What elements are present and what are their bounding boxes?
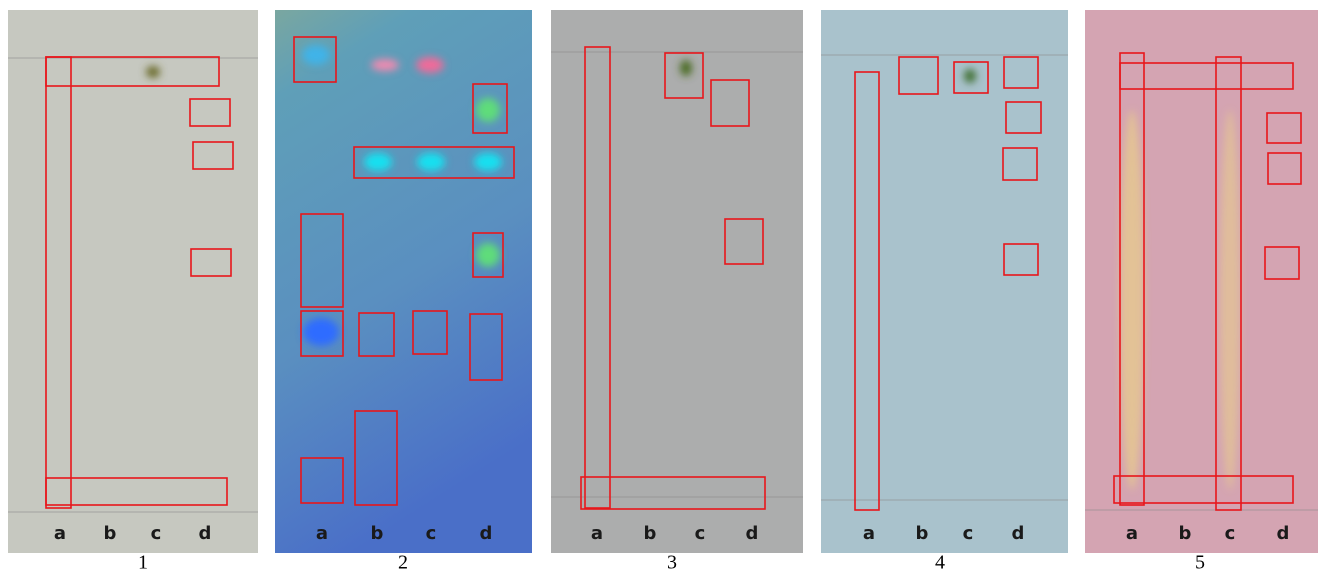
panel-number: 4: [935, 552, 945, 574]
lane-label: a: [316, 523, 328, 544]
lane-label: c: [426, 523, 437, 544]
plate: [275, 10, 532, 553]
panel-number: 3: [667, 552, 677, 574]
plate: [821, 10, 1068, 553]
lane-label: b: [916, 523, 929, 544]
lane-label: a: [863, 523, 875, 544]
lane-label: c: [963, 523, 974, 544]
lane-label: c: [151, 523, 162, 544]
panel-number: 5: [1195, 552, 1205, 574]
lane-label: b: [1179, 523, 1192, 544]
lane-label: a: [1126, 523, 1138, 544]
lane-label: d: [199, 523, 212, 544]
panel-number: 2: [398, 552, 408, 574]
figure: a b c d 1 a b c d 2 a b c d 3 a b c d 4 a b c d 5: [0, 0, 1325, 574]
lane-label: d: [746, 523, 759, 544]
lane-label: d: [480, 523, 493, 544]
page: {"panels": [ {"number": "1", "lanes": ["…: [0, 0, 1325, 574]
lane-label: c: [695, 523, 706, 544]
plate: [551, 10, 803, 553]
lane-label: a: [591, 523, 603, 544]
lane-label: c: [1225, 523, 1236, 544]
lane-label: b: [104, 523, 117, 544]
lane-label: a: [54, 523, 66, 544]
panel-number: 1: [138, 552, 148, 574]
lane-label: b: [644, 523, 657, 544]
lane-label: b: [371, 523, 384, 544]
lane-label: d: [1277, 523, 1290, 544]
lane-label: d: [1012, 523, 1025, 544]
